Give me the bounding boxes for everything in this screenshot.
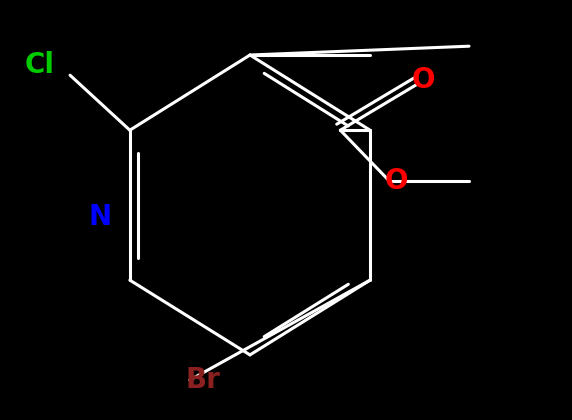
Text: O: O (411, 66, 435, 94)
Text: N: N (89, 203, 112, 231)
Text: Cl: Cl (25, 51, 55, 79)
Text: O: O (384, 167, 408, 194)
Text: Br: Br (186, 366, 220, 394)
